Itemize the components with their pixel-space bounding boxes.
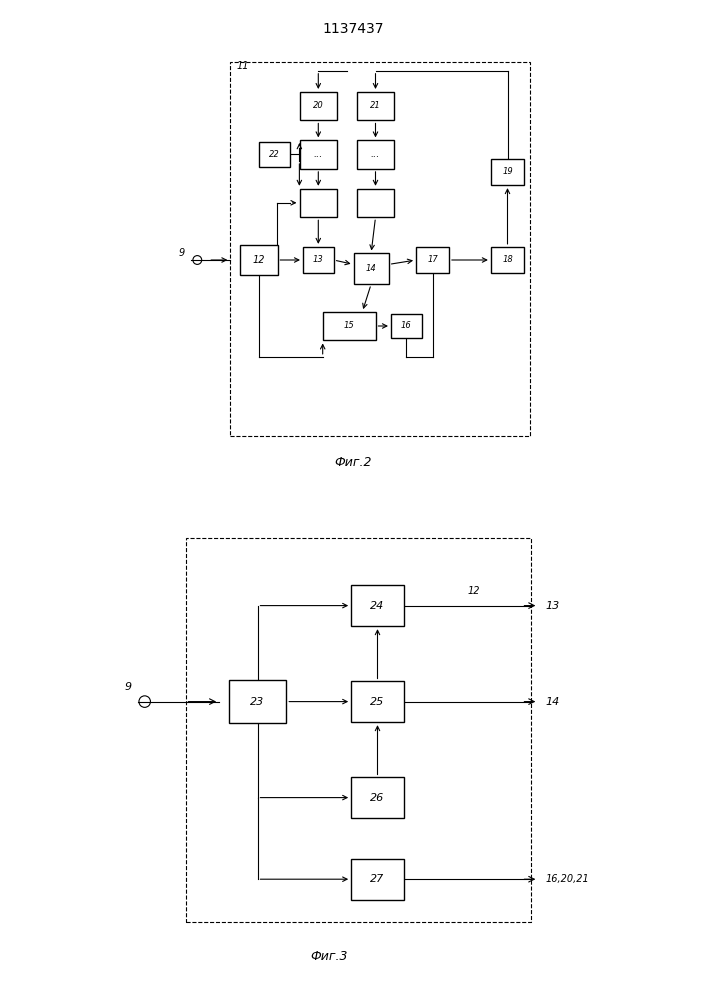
FancyBboxPatch shape	[357, 188, 395, 217]
FancyBboxPatch shape	[416, 247, 449, 273]
Text: 13: 13	[546, 601, 560, 611]
Text: 13: 13	[313, 255, 324, 264]
Text: ...: ...	[370, 149, 380, 159]
Text: 26: 26	[370, 793, 385, 803]
FancyBboxPatch shape	[240, 245, 278, 275]
Text: 11: 11	[237, 61, 250, 71]
FancyBboxPatch shape	[228, 680, 286, 723]
FancyBboxPatch shape	[357, 92, 395, 120]
FancyBboxPatch shape	[354, 253, 389, 284]
Text: 14: 14	[366, 264, 376, 273]
Text: Фиг.3: Фиг.3	[311, 950, 349, 962]
FancyBboxPatch shape	[351, 585, 404, 626]
Text: 12: 12	[467, 586, 480, 596]
FancyBboxPatch shape	[303, 247, 334, 273]
FancyBboxPatch shape	[351, 859, 404, 900]
Text: 16: 16	[401, 322, 411, 330]
FancyBboxPatch shape	[300, 188, 337, 217]
Text: 27: 27	[370, 874, 385, 884]
FancyBboxPatch shape	[351, 681, 404, 722]
FancyBboxPatch shape	[300, 140, 337, 169]
Text: 14: 14	[546, 697, 560, 707]
FancyBboxPatch shape	[491, 159, 524, 185]
FancyBboxPatch shape	[351, 777, 404, 818]
FancyBboxPatch shape	[491, 247, 524, 273]
FancyBboxPatch shape	[357, 140, 395, 169]
FancyBboxPatch shape	[300, 92, 337, 120]
Text: 15: 15	[344, 322, 354, 330]
Text: 23: 23	[250, 697, 264, 707]
FancyBboxPatch shape	[322, 312, 375, 340]
Text: 12: 12	[252, 255, 265, 265]
Text: 17: 17	[427, 255, 438, 264]
Text: 9: 9	[124, 682, 132, 692]
Text: 20: 20	[313, 102, 324, 110]
Text: Фиг.2: Фиг.2	[334, 456, 373, 469]
FancyBboxPatch shape	[259, 142, 290, 166]
Text: 16,20,21: 16,20,21	[546, 874, 589, 884]
Text: ...: ...	[314, 149, 323, 159]
Text: 22: 22	[269, 150, 280, 159]
Text: 19: 19	[502, 167, 513, 176]
Text: 24: 24	[370, 601, 385, 611]
Text: 1137437: 1137437	[323, 22, 384, 36]
Text: 21: 21	[370, 102, 381, 110]
Text: 18: 18	[502, 255, 513, 264]
Text: 25: 25	[370, 697, 385, 707]
FancyBboxPatch shape	[391, 314, 421, 338]
Text: 9: 9	[179, 248, 185, 258]
